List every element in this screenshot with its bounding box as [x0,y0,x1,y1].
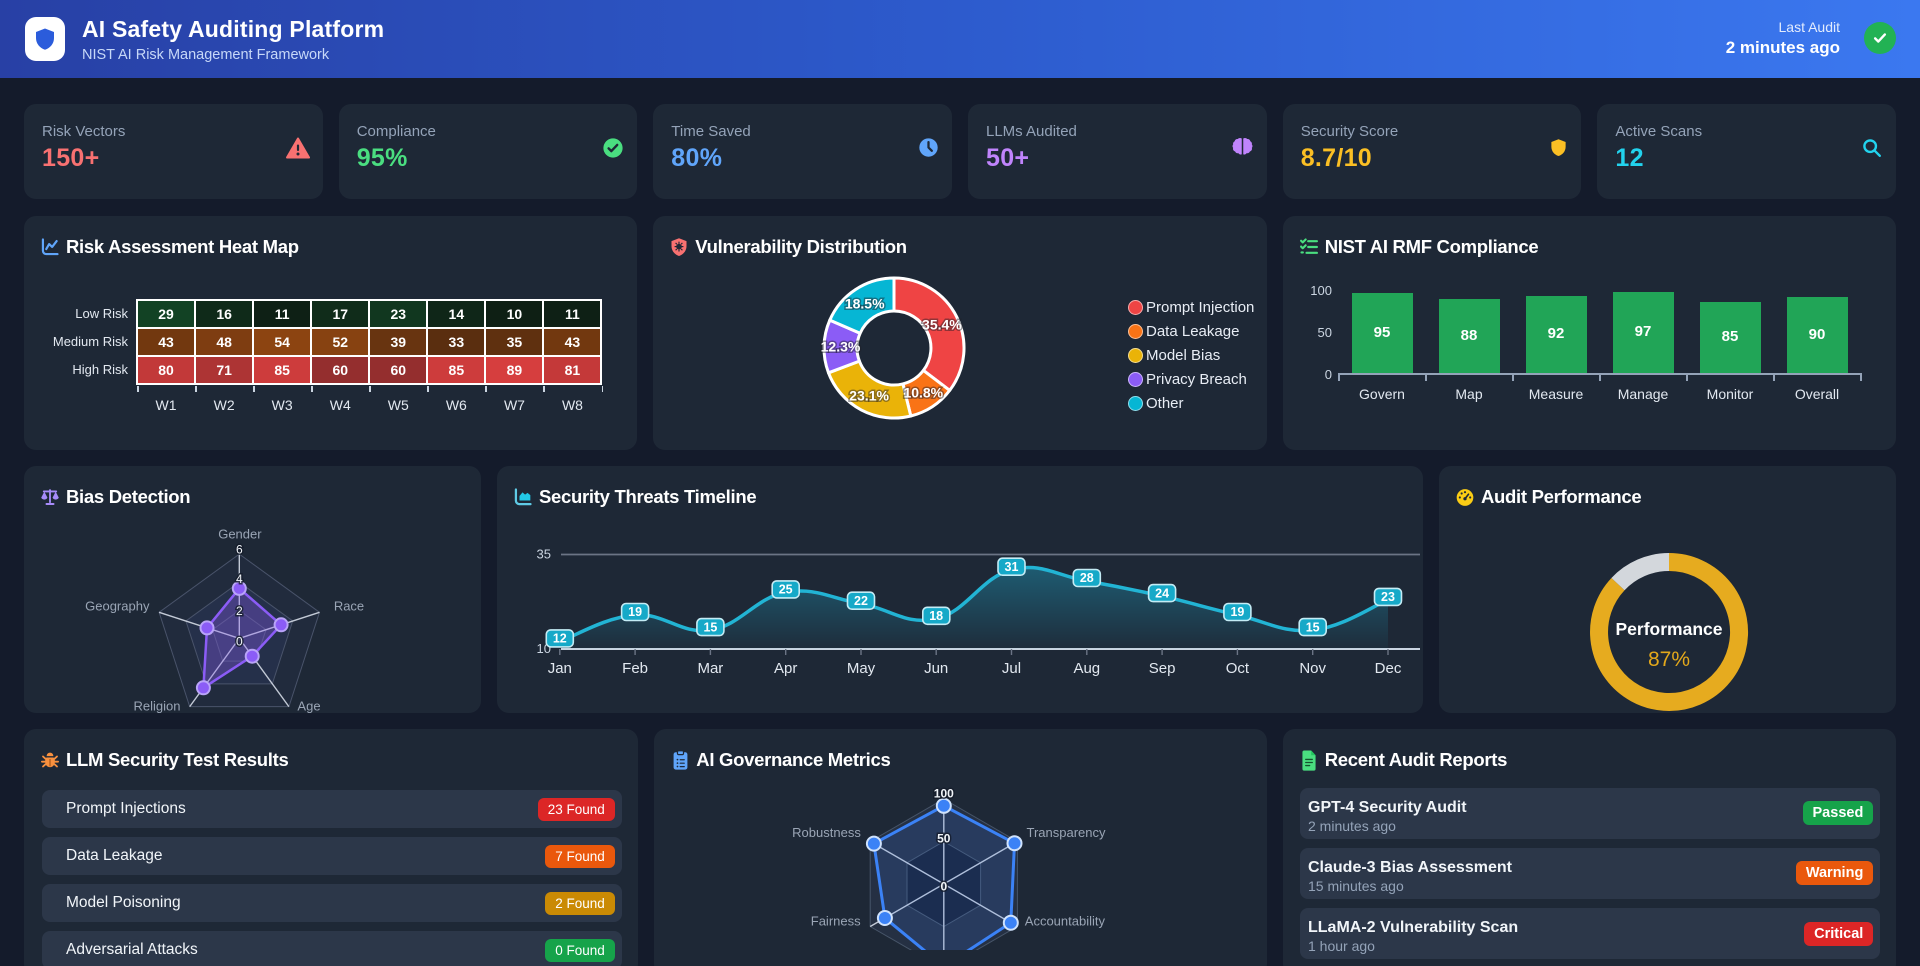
svg-text:18: 18 [929,609,943,623]
svg-text:0: 0 [236,635,243,649]
svg-text:31: 31 [1005,560,1019,574]
svg-text:35.4%: 35.4% [922,316,962,332]
svg-text:18.5%: 18.5% [845,295,885,311]
svg-text:May: May [847,660,876,677]
svg-text:22: 22 [854,594,868,608]
svg-text:Oct: Oct [1226,660,1250,677]
svg-text:Jun: Jun [924,660,948,677]
svg-text:4: 4 [236,572,243,586]
svg-text:Accountability: Accountability [1025,913,1106,928]
svg-text:10.8%: 10.8% [903,385,943,401]
svg-text:Mar: Mar [697,660,723,677]
svg-text:6: 6 [236,543,243,557]
svg-text:2: 2 [236,604,243,618]
svg-text:Performance: Performance [1616,619,1723,639]
svg-text:Jul: Jul [1002,660,1021,677]
svg-text:25: 25 [779,583,793,597]
svg-text:15: 15 [1306,620,1320,634]
svg-text:0: 0 [940,880,947,894]
svg-text:12.3%: 12.3% [821,339,861,355]
svg-text:Transparency: Transparency [1027,825,1106,840]
svg-text:35: 35 [537,547,551,562]
svg-text:Age: Age [297,699,320,714]
svg-text:28: 28 [1080,571,1094,585]
svg-text:Apr: Apr [774,660,797,677]
svg-text:24: 24 [1155,586,1169,600]
svg-text:Gender: Gender [218,527,262,542]
svg-text:15: 15 [703,620,717,634]
svg-text:Robustness: Robustness [792,825,861,840]
svg-text:23: 23 [1381,590,1395,604]
svg-text:Dec: Dec [1375,660,1402,677]
svg-text:Jan: Jan [548,660,572,677]
svg-text:100: 100 [934,786,954,800]
svg-text:50: 50 [937,832,951,846]
svg-text:Religion: Religion [134,699,181,714]
svg-text:Fairness: Fairness [811,913,861,928]
svg-text:Race: Race [334,599,364,614]
svg-text:19: 19 [628,605,642,619]
svg-text:87%: 87% [1648,648,1690,671]
svg-text:12: 12 [553,632,567,646]
svg-text:Geography: Geography [85,599,150,614]
svg-text:Sep: Sep [1149,660,1176,677]
svg-text:19: 19 [1230,605,1244,619]
svg-text:Aug: Aug [1073,660,1100,677]
svg-text:Nov: Nov [1299,660,1326,677]
svg-text:Feb: Feb [622,660,648,677]
svg-text:23.1%: 23.1% [849,387,889,403]
